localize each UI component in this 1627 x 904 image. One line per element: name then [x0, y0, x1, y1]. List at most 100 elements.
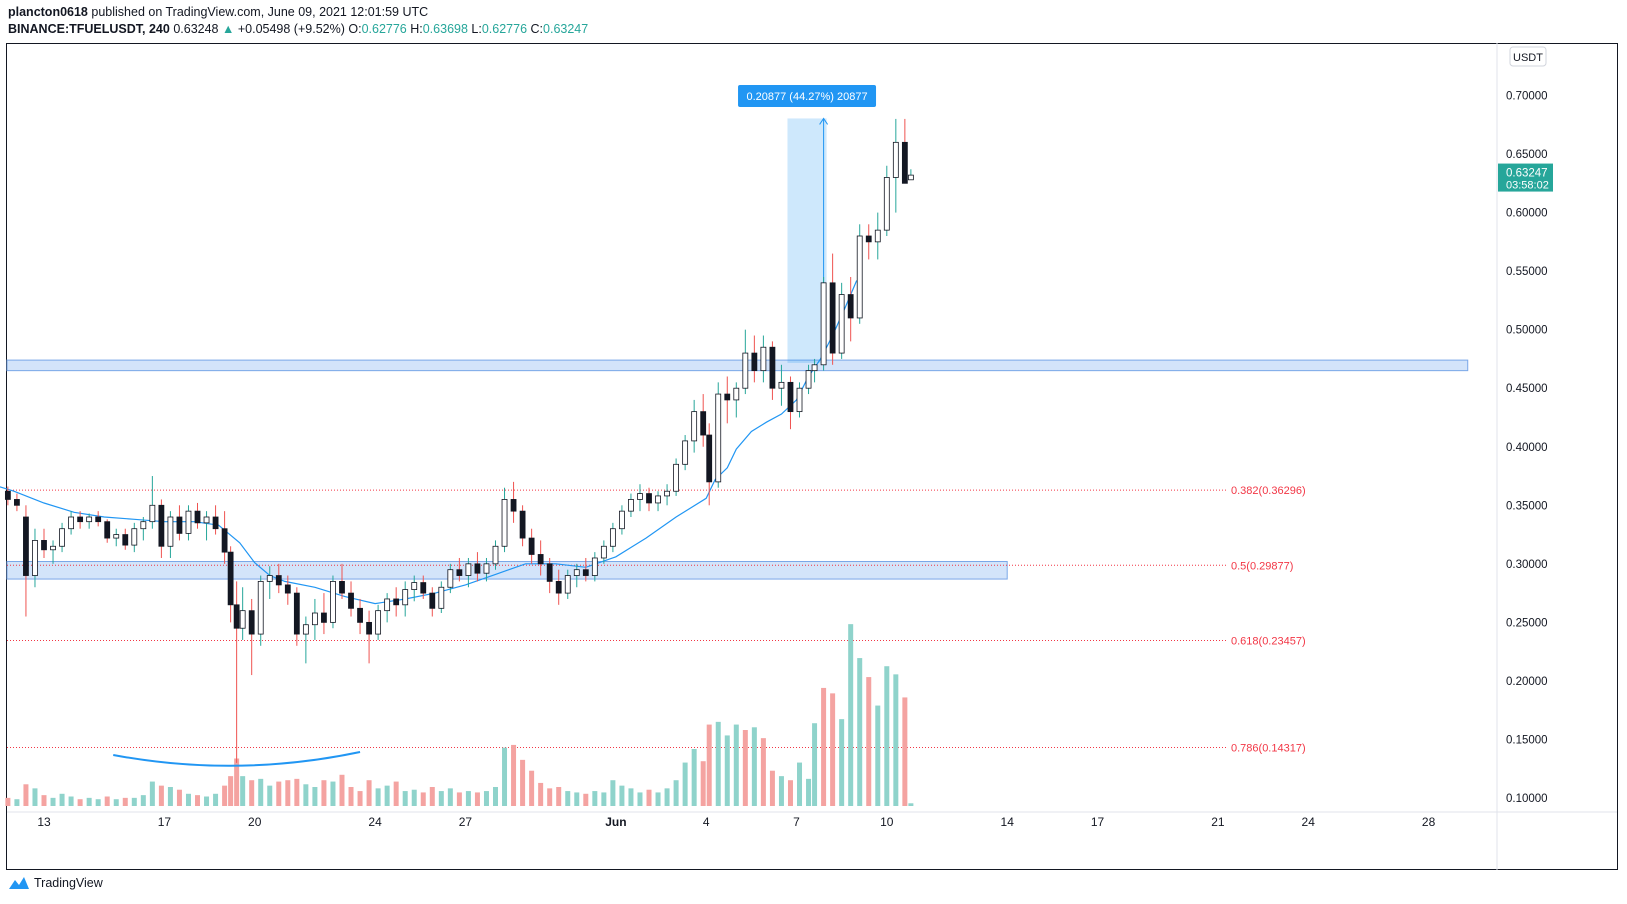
candle-body[interactable]	[131, 528, 138, 546]
candle-body[interactable]	[233, 604, 240, 629]
candle-body[interactable]	[573, 569, 580, 576]
candle-body[interactable]	[546, 563, 553, 582]
candle-body[interactable]	[856, 235, 863, 319]
candle-body[interactable]	[865, 235, 872, 243]
candle-body[interactable]	[248, 610, 255, 635]
candle-body[interactable]	[339, 580, 345, 594]
candle-body[interactable]	[778, 381, 785, 389]
candle-body[interactable]	[769, 346, 776, 389]
candle-body[interactable]	[706, 434, 713, 483]
curve-annotation-line[interactable]	[113, 751, 361, 767]
footer-brand[interactable]: TradingView	[8, 876, 103, 890]
candle-body[interactable]	[447, 569, 454, 588]
candle-body[interactable]	[429, 592, 436, 609]
candle-body[interactable]	[673, 463, 679, 492]
candle-body[interactable]	[619, 510, 625, 530]
candle-body[interactable]	[95, 516, 102, 523]
candle-body[interactable]	[257, 580, 264, 635]
candle-body[interactable]	[492, 545, 499, 565]
candle-body[interactable]	[411, 582, 418, 590]
candle-body[interactable]	[402, 589, 409, 606]
candle-body[interactable]	[185, 510, 192, 534]
candle-body[interactable]	[176, 516, 183, 534]
candle-body[interactable]	[564, 575, 571, 594]
candle-body[interactable]	[158, 504, 165, 547]
candle-body[interactable]	[637, 493, 643, 500]
candle-body[interactable]	[104, 521, 111, 539]
candle-body[interactable]	[474, 563, 481, 574]
candle-body[interactable]	[59, 528, 65, 547]
candle-body[interactable]	[23, 516, 29, 576]
candle-body[interactable]	[14, 499, 20, 506]
candle-body[interactable]	[203, 516, 210, 524]
candle-body[interactable]	[41, 540, 47, 551]
candle-body[interactable]	[838, 294, 845, 354]
candle-body[interactable]	[366, 621, 372, 635]
candle-body[interactable]	[760, 346, 767, 372]
candle-body[interactable]	[805, 370, 812, 389]
candle-body[interactable]	[77, 516, 84, 523]
candle-body[interactable]	[221, 528, 228, 553]
candle-body[interactable]	[420, 582, 427, 594]
candle-body[interactable]	[122, 534, 129, 546]
candle-body[interactable]	[555, 580, 562, 594]
candle-body[interactable]	[742, 352, 749, 389]
candle-body[interactable]	[483, 563, 490, 574]
candle-body[interactable]	[600, 545, 607, 559]
candle-body[interactable]	[293, 592, 300, 635]
candle-body[interactable]	[510, 499, 517, 512]
candle-body[interactable]	[68, 516, 74, 530]
candle-body[interactable]	[456, 569, 463, 576]
candle-body[interactable]	[787, 381, 794, 413]
candle-body[interactable]	[811, 364, 818, 372]
candle-body[interactable]	[907, 174, 914, 181]
candle-body[interactable]	[149, 504, 156, 523]
candle-body[interactable]	[591, 557, 598, 576]
candle-body[interactable]	[140, 521, 147, 530]
candle-body[interactable]	[796, 387, 803, 413]
candle-body[interactable]	[194, 510, 201, 524]
candle-body[interactable]	[751, 352, 758, 372]
candle-body[interactable]	[227, 551, 234, 606]
candle-body[interactable]	[682, 440, 689, 465]
candle-body[interactable]	[239, 610, 246, 629]
candle-body[interactable]	[167, 516, 174, 547]
candle-body[interactable]	[212, 516, 219, 530]
candle-body[interactable]	[700, 411, 707, 436]
publisher-name[interactable]: plancton0618	[8, 5, 88, 19]
candle-body[interactable]	[901, 141, 908, 184]
candle-body[interactable]	[501, 499, 508, 547]
candle-body[interactable]	[883, 177, 890, 231]
candle-body[interactable]	[582, 569, 589, 576]
candle-body[interactable]	[50, 545, 56, 551]
candle-body[interactable]	[438, 586, 445, 609]
candle-body[interactable]	[113, 534, 120, 539]
candle-body[interactable]	[4, 490, 11, 500]
candle-body[interactable]	[646, 493, 652, 504]
candle-body[interactable]	[384, 598, 391, 612]
candle-body[interactable]	[829, 282, 836, 354]
candle-body[interactable]	[691, 411, 698, 442]
candle-body[interactable]	[348, 592, 354, 609]
candle-body[interactable]	[609, 528, 616, 547]
candle-body[interactable]	[715, 393, 722, 483]
candle-body[interactable]	[655, 495, 661, 504]
candle-body[interactable]	[892, 141, 899, 178]
candle-body[interactable]	[330, 580, 336, 623]
candle-body[interactable]	[528, 537, 535, 555]
candle-body[interactable]	[724, 393, 731, 401]
candle-body[interactable]	[847, 294, 854, 319]
measure-range-box[interactable]	[787, 118, 827, 363]
candle-body[interactable]	[86, 516, 93, 523]
candle-body[interactable]	[519, 510, 526, 539]
candle-body[interactable]	[874, 229, 881, 243]
symbol-name[interactable]: BINANCE:TFUELUSDT, 240	[8, 22, 170, 36]
candle-body[interactable]	[32, 540, 38, 576]
candle-body[interactable]	[537, 554, 544, 565]
candle-body[interactable]	[266, 575, 273, 582]
resistance-zone[interactable]	[6, 359, 1469, 372]
candle-body[interactable]	[393, 598, 400, 606]
ema-line[interactable]	[0, 280, 858, 605]
candle-body[interactable]	[664, 490, 670, 497]
